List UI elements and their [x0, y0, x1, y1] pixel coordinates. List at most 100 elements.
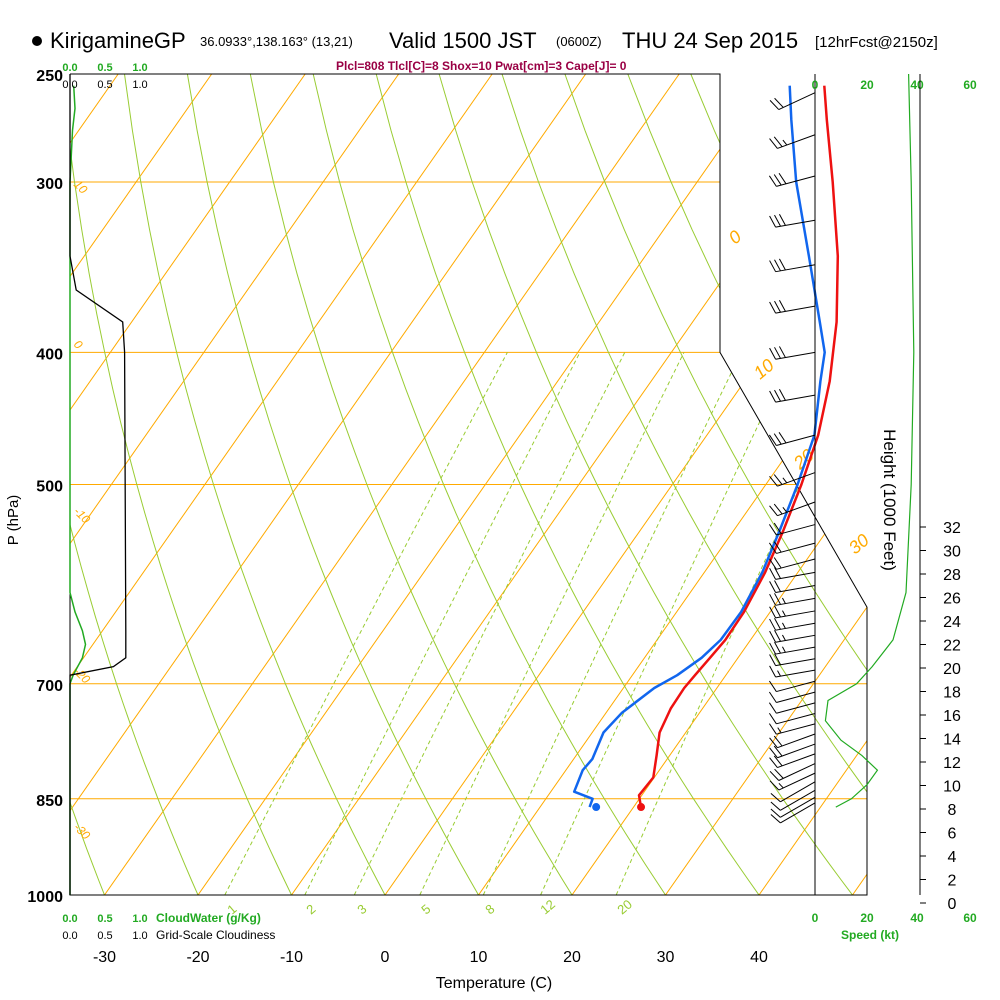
dry-adiabat-line [501, 74, 867, 895]
wind-barb-feather [774, 580, 781, 592]
dry-adiabat-line [186, 74, 479, 895]
height-tick-label: 30 [943, 544, 961, 561]
dry-adiabat-line [70, 74, 199, 895]
isotherm-line [0, 74, 25, 895]
speed-tick-bottom: 60 [963, 911, 977, 925]
dry-adiabat-line [70, 74, 292, 895]
wind-barb-staff [777, 472, 816, 487]
wind-barb-staff [775, 610, 816, 619]
speed-tick-top: 60 [963, 78, 977, 92]
wind-barb-feather [770, 801, 781, 811]
wind-barb [768, 680, 816, 693]
isotherm-line [197, 74, 774, 895]
wind-barb [768, 712, 816, 725]
wind-barb [769, 617, 816, 631]
isotherm-line [478, 74, 867, 895]
wind-barb-half-feather [777, 727, 782, 734]
temperature-tick-label: -30 [93, 949, 116, 966]
wind-barb-feather [778, 172, 787, 185]
cloudiness-scale-top: 0.0 [62, 79, 77, 91]
wind-barb [769, 567, 816, 580]
cloudiness-scale-bottom: 1.0 [132, 930, 147, 942]
isotherm-label-left: -20 [71, 664, 93, 686]
wind-barb [768, 702, 816, 714]
wind-barb-staff [780, 802, 816, 824]
wind-barb-staff [778, 763, 816, 781]
wind-barb-feather [774, 347, 781, 359]
dry-adiabat-line [0, 74, 11, 895]
mixing-ratio-label: 20 [614, 897, 635, 918]
wind-barb-feather [769, 100, 780, 110]
wind-barb-staff [776, 702, 816, 714]
wind-barb-half-feather [782, 507, 788, 513]
wind-barb-feather [769, 260, 777, 272]
wind-barb-staff [775, 634, 816, 643]
mixing-ratio-label: 8 [482, 901, 497, 917]
wind-barb [769, 472, 816, 487]
height-tick-label: 24 [943, 614, 961, 631]
wind-barb-feather [773, 174, 782, 186]
wind-barb-staff [775, 669, 816, 678]
wind-barb-half-feather [782, 139, 788, 146]
stability-params: Plcl=808 Tlcl[C]=8 Shox=10 Pwat[cm]=3 Ca… [336, 59, 627, 73]
height-tick-label: 16 [943, 708, 961, 725]
height-tick-label: 6 [948, 826, 957, 843]
isotherm-line [758, 74, 867, 895]
wind-barb [769, 501, 816, 517]
cloudwater-scale-bottom: 1.0 [132, 913, 147, 925]
isotherm-line [852, 74, 867, 895]
wind-barb-feather [769, 301, 777, 314]
isotherm-line [104, 74, 680, 895]
x-axis-label: Temperature (C) [436, 975, 552, 992]
height-tick-label: 20 [943, 661, 961, 678]
wind-barb-staff [776, 434, 816, 446]
wind-barb-staff [777, 753, 816, 769]
cloudiness-scale-top: 1.0 [132, 79, 147, 91]
cloudwater-scale-bottom: 0.0 [62, 913, 77, 925]
mixing-ratio-label: 12 [537, 897, 558, 918]
wind-barb-staff [780, 789, 816, 811]
wind-barb-feather [768, 712, 777, 725]
isotherm-line [70, 74, 213, 895]
speed-tick-bottom: 20 [860, 911, 874, 925]
dewpoint-profile-line [572, 85, 826, 808]
wind-barb-feather [768, 524, 777, 536]
wind-barb-feather [769, 138, 778, 149]
wind-barb [770, 781, 816, 803]
wind-barb-staff [776, 542, 816, 554]
wind-barb-feather [769, 567, 777, 580]
wind-barb-feather [774, 300, 781, 313]
wind-barb-feather [778, 214, 786, 226]
temperature-tick-label: 40 [750, 949, 768, 966]
wind-barb-half-feather [782, 597, 786, 604]
temperature-tick-label: -20 [186, 949, 209, 966]
dry-adiabat-line [438, 74, 853, 895]
wind-barb-feather [778, 432, 787, 444]
wind-barb-feather [774, 768, 784, 779]
wind-barb-feather [769, 654, 777, 666]
pressure-tick-label: 250 [36, 68, 63, 85]
temperature-tick-label: -10 [280, 949, 303, 966]
wind-barb [768, 723, 816, 735]
wind-barb-staff [777, 733, 816, 749]
wind-barb [769, 214, 816, 228]
wind-barb [770, 796, 816, 818]
cloudwater-scale-top: 0.0 [62, 62, 77, 74]
wind-barb-feather [773, 745, 783, 757]
mixing-ratio-line [419, 352, 685, 895]
wind-barb-feather [769, 593, 777, 606]
valid-date: THU 24 Sep 2015 [622, 28, 799, 53]
wind-barb-staff [775, 646, 816, 655]
wind-barb [769, 389, 816, 403]
wind-barb [768, 522, 816, 536]
height-tick-label: 28 [943, 567, 961, 584]
wind-barb-feather [774, 567, 781, 579]
wind-barb-feather [768, 175, 777, 187]
pressure-tick-label: 300 [36, 176, 63, 193]
wind-barb-feather [770, 793, 781, 803]
wind-barb-staff [775, 219, 816, 228]
isotherm-label: 10 [750, 355, 778, 383]
speed-tick-bottom: 40 [910, 911, 924, 925]
wind-barb-staff [776, 680, 816, 693]
